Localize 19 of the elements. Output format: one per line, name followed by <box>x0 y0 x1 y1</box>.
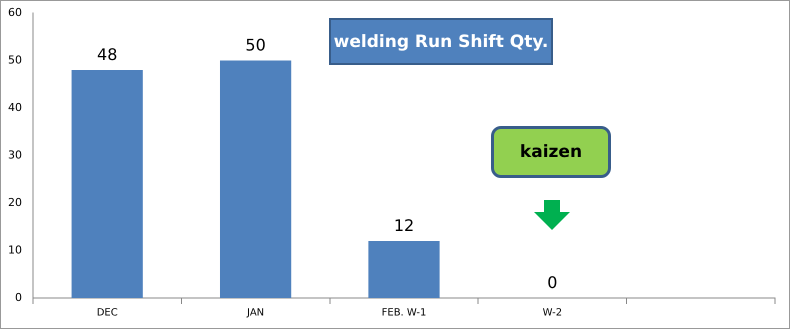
y-tick-label: 60 <box>8 6 22 19</box>
bar <box>220 60 292 298</box>
y-tick-label: 30 <box>8 148 22 162</box>
y-tick-label: 40 <box>8 100 22 114</box>
data-label: 12 <box>394 216 414 236</box>
data-label: 0 <box>547 273 558 292</box>
x-tick-label: FEB. W-1 <box>382 308 426 319</box>
y-tick-label: 20 <box>8 196 22 209</box>
x-tick-label: JAN <box>246 308 264 319</box>
bar <box>72 70 143 298</box>
data-label: 50 <box>245 36 266 55</box>
bar <box>368 241 440 298</box>
y-tick-label: 50 <box>8 53 22 66</box>
data-label: 48 <box>97 45 118 64</box>
text: welding Run Shift Qty. <box>329 18 553 65</box>
x-tick-label: DEC <box>96 308 118 319</box>
y-tick-label: 10 <box>8 243 22 256</box>
x-tick-label: W-2 <box>542 308 562 319</box>
y-tick-label: 0 <box>14 290 22 304</box>
